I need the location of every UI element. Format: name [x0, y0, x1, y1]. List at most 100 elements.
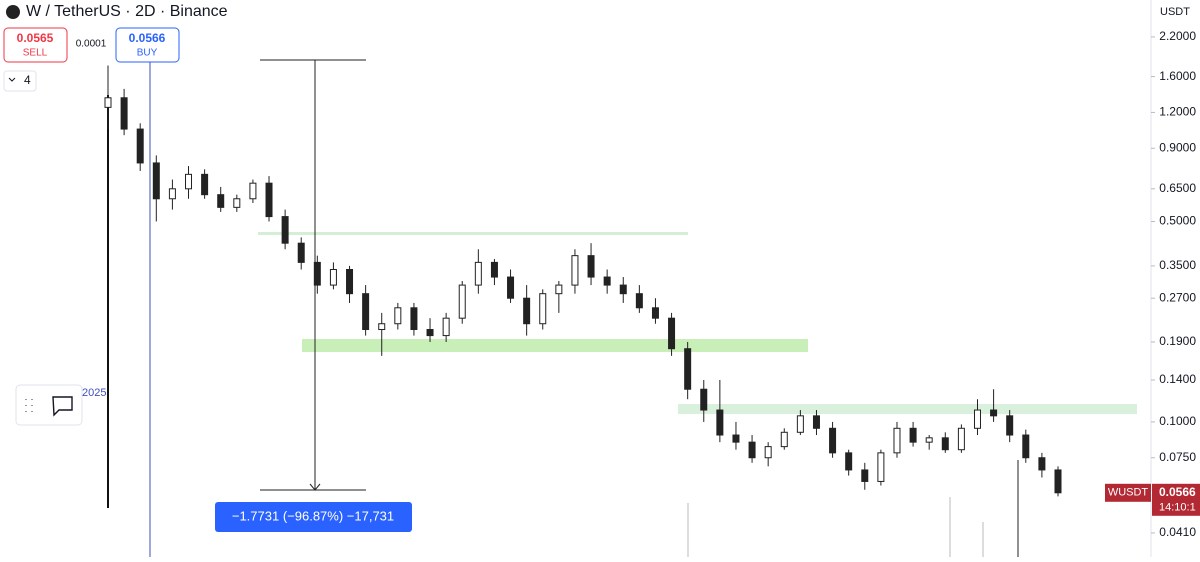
candle-body — [426, 329, 434, 337]
symbol-tag-label: WUSDT — [1108, 487, 1149, 499]
buy-label: BUY — [137, 48, 158, 59]
y-tick-label: 2.2000 — [1159, 29, 1196, 43]
sell-label: SELL — [23, 48, 48, 59]
y-tick-label: 0.0750 — [1159, 450, 1196, 464]
measure-arrow — [309, 483, 321, 491]
candle-body — [957, 427, 965, 451]
currency-label: USDT — [1160, 6, 1190, 18]
y-tick-label: 1.6000 — [1159, 69, 1196, 83]
countdown: 14:10:1 — [1159, 502, 1196, 514]
candle-body — [555, 284, 563, 295]
drag-handle — [25, 399, 33, 412]
candle-body — [458, 284, 466, 319]
candle-body — [812, 415, 820, 429]
candle-body — [668, 317, 676, 350]
candle-body — [185, 173, 193, 190]
candle-body — [523, 297, 531, 325]
candle-body — [684, 348, 692, 390]
candle-body — [136, 128, 144, 164]
candle-body — [732, 434, 740, 443]
candle-body — [861, 469, 869, 482]
y-tick-label: 0.3500 — [1159, 258, 1196, 272]
buy-price: 0.0566 — [129, 31, 166, 45]
y-tick-label: 0.1900 — [1159, 334, 1196, 348]
candle-body — [104, 97, 112, 108]
y-tick-label: 0.1400 — [1159, 372, 1196, 386]
candle-body — [152, 162, 160, 200]
candle-body — [410, 307, 418, 331]
candle-body — [1022, 434, 1030, 459]
candle-body — [764, 446, 772, 459]
buy-button[interactable] — [115, 27, 180, 63]
candle-body — [507, 276, 515, 299]
candle-body — [973, 409, 981, 429]
y-tick-label: 1.2000 — [1159, 105, 1196, 119]
candle-body — [217, 194, 225, 208]
candle-body — [442, 317, 450, 337]
candle-body — [346, 269, 354, 295]
candle-body — [233, 198, 241, 208]
price-tag — [1152, 483, 1200, 516]
chart-title: W / TetherUS · 2D · Binance — [26, 3, 228, 20]
candle-body — [362, 293, 370, 331]
candle-body — [329, 269, 337, 286]
candle-body — [603, 276, 611, 286]
candle-body — [796, 415, 804, 433]
candle-body — [877, 452, 885, 482]
symbol-icon[interactable] — [6, 5, 20, 19]
annotation: 2025 — [82, 387, 106, 399]
quantity-box[interactable] — [3, 70, 37, 92]
zone-band — [302, 339, 808, 352]
candle-body — [700, 388, 708, 411]
candle-body — [716, 409, 724, 436]
measure-label: −1.7731 (−96.87%) −17,731 — [232, 508, 394, 523]
y-tick-label: 0.1000 — [1159, 414, 1196, 428]
candle-body — [168, 188, 176, 200]
candle-body — [990, 409, 998, 417]
candle-body — [651, 307, 659, 319]
candle-body — [490, 261, 498, 278]
floating-toolbar[interactable] — [15, 384, 83, 426]
candle-body — [941, 437, 949, 451]
candle-body — [780, 431, 788, 448]
candle-body — [313, 261, 321, 286]
candle-body — [571, 255, 579, 286]
candle-body — [635, 293, 643, 309]
y-tick-label: 0.2700 — [1159, 290, 1196, 304]
candle-body — [120, 97, 128, 130]
candle-body — [297, 242, 305, 263]
candle-body — [829, 427, 837, 454]
y-tick-label: 0.6500 — [1159, 181, 1196, 195]
candle-body — [1006, 415, 1014, 436]
measure-label-box — [215, 502, 412, 532]
chevron — [8, 77, 16, 82]
candle-body — [587, 255, 595, 278]
sell-button[interactable] — [3, 27, 68, 63]
candle-body — [474, 261, 482, 286]
y-tick-label: 0.5000 — [1159, 214, 1196, 228]
spread: 0.0001 — [76, 39, 107, 50]
candle-body — [925, 437, 933, 443]
candle-body — [845, 452, 853, 471]
candle-body — [249, 182, 257, 200]
y-tick-label: 0.0410 — [1159, 525, 1196, 539]
sell-price: 0.0565 — [17, 31, 54, 45]
candle-body — [619, 284, 627, 295]
candle-body — [281, 216, 289, 244]
plot — [104, 65, 1062, 497]
y-tick-label: 0.9000 — [1159, 140, 1196, 154]
zone-band — [678, 404, 1137, 414]
candle-body — [539, 293, 547, 325]
candle-body — [378, 323, 386, 331]
comment-icon[interactable] — [52, 396, 73, 417]
candle-body — [1038, 457, 1046, 471]
candle-body — [394, 307, 402, 325]
zone-line — [258, 232, 688, 235]
candle-body — [1054, 469, 1062, 494]
candle-body — [201, 173, 209, 196]
quantity: 4 — [24, 73, 31, 87]
price-tag-label: 0.0566 — [1159, 485, 1196, 499]
candle-body — [909, 427, 917, 443]
candle-body — [748, 441, 756, 459]
